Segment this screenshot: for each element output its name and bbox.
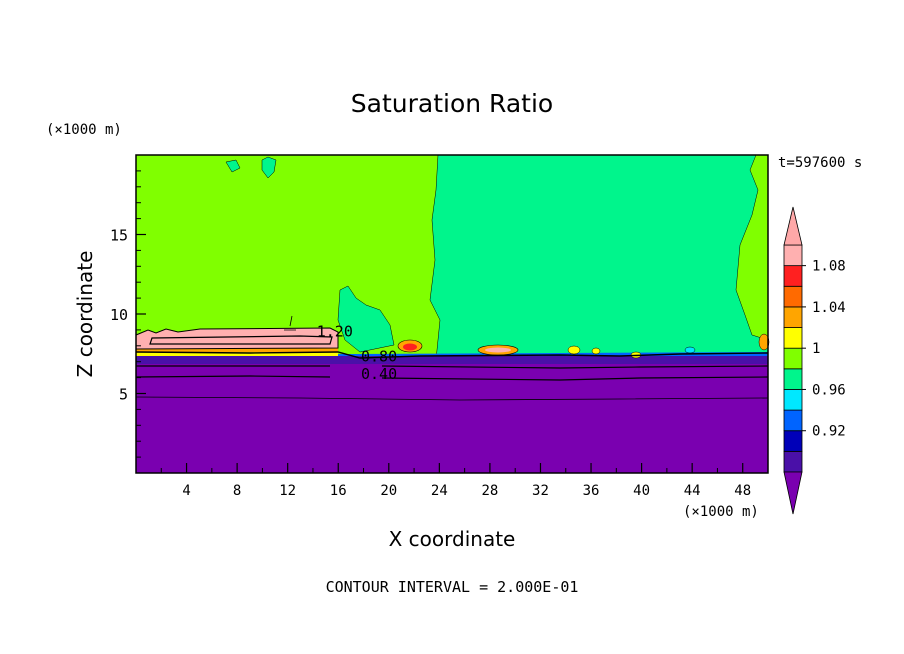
contour-line (284, 315, 296, 331)
x-tick-label: 48 (734, 483, 751, 499)
x-axis-label: X coordinate (389, 527, 516, 551)
near-one-region (337, 285, 395, 353)
x-unit-label: (×1000 m) (683, 504, 759, 520)
y-tick-label: 15 (110, 227, 128, 245)
contour-interval-note: CONTOUR INTERVAL = 2.000E-01 (326, 578, 579, 596)
colorbar-swatch (783, 265, 803, 287)
contour-line (135, 375, 769, 381)
x-tick-label: 8 (233, 483, 241, 499)
y-unit-label: (×1000 m) (46, 122, 122, 138)
x-tick-label: 24 (431, 483, 448, 499)
colorbar-swatch (783, 327, 803, 349)
y-tick-label: 10 (110, 306, 128, 324)
cloud-patch-core (485, 347, 511, 353)
colorbar-swatch (783, 409, 803, 432)
plot-area: 1.20 0.800.40 (135, 154, 770, 474)
cloud-layer (135, 327, 339, 350)
cloud-patch (567, 345, 581, 355)
x-tick-label: 4 (182, 483, 190, 499)
colorbar-swatch (783, 389, 803, 411)
colorbar-swatch (783, 347, 803, 370)
contour-labels: 1.20 0.800.40 (317, 322, 397, 383)
contour-label: 1.20 (317, 322, 353, 340)
chart-title: Saturation Ratio (351, 89, 553, 118)
near-one-region (225, 159, 241, 173)
time-label: t=597600 s (778, 155, 862, 171)
x-tick-label: 12 (279, 483, 296, 499)
cloud-patch (684, 346, 696, 354)
colorbar-swatch (783, 450, 803, 473)
colorbar-swatch (783, 306, 803, 328)
y-axis-label: Z coordinate (73, 251, 97, 378)
x-tick-label: 36 (583, 483, 600, 499)
dry-layer-transition (136, 356, 768, 364)
colorbar-under-arrow (783, 471, 803, 515)
cloud-patch-core (403, 343, 417, 351)
x-tick-label: 44 (684, 483, 701, 499)
near-one-region (429, 154, 769, 361)
contour-line (135, 351, 769, 359)
near-one-region (261, 156, 277, 179)
colorbar-label: 0.96 (812, 382, 846, 398)
x-tick-label: 20 (380, 483, 397, 499)
colorbar-over-arrow (783, 206, 803, 246)
colorbar-label: 1.04 (812, 300, 846, 316)
x-tick-label: 28 (481, 483, 498, 499)
colorbar-swatch (783, 368, 803, 390)
x-axis: 4 8 12 16 20 24 28 32 36 40 44 48 (160, 463, 751, 499)
x-tick-label: 32 (532, 483, 549, 499)
contour-label: 0.40 (361, 365, 397, 383)
x-tick-label: 40 (633, 483, 650, 499)
contour-line (135, 396, 769, 401)
colorbar-swatch (783, 285, 803, 308)
colorbar-label: 0.92 (812, 424, 846, 440)
colorbar-label: 1.08 (812, 259, 846, 275)
colorbar-swatch (783, 244, 803, 267)
contour-line (136, 365, 769, 369)
contour-label: 0.80 (361, 348, 397, 366)
dry-layer (136, 360, 768, 473)
cloud-patch (591, 347, 601, 355)
colorbar-label: 1 (812, 341, 820, 357)
y-axis: 5 10 15 (110, 170, 146, 458)
y-tick-label: 5 (119, 386, 128, 404)
x-tick-label: 16 (330, 483, 347, 499)
colorbar: 0.92 0.96 1 1.04 1.08 (783, 206, 846, 515)
contour-line (149, 335, 333, 345)
cloud-patch (758, 333, 770, 351)
colorbar-swatch (783, 430, 803, 452)
